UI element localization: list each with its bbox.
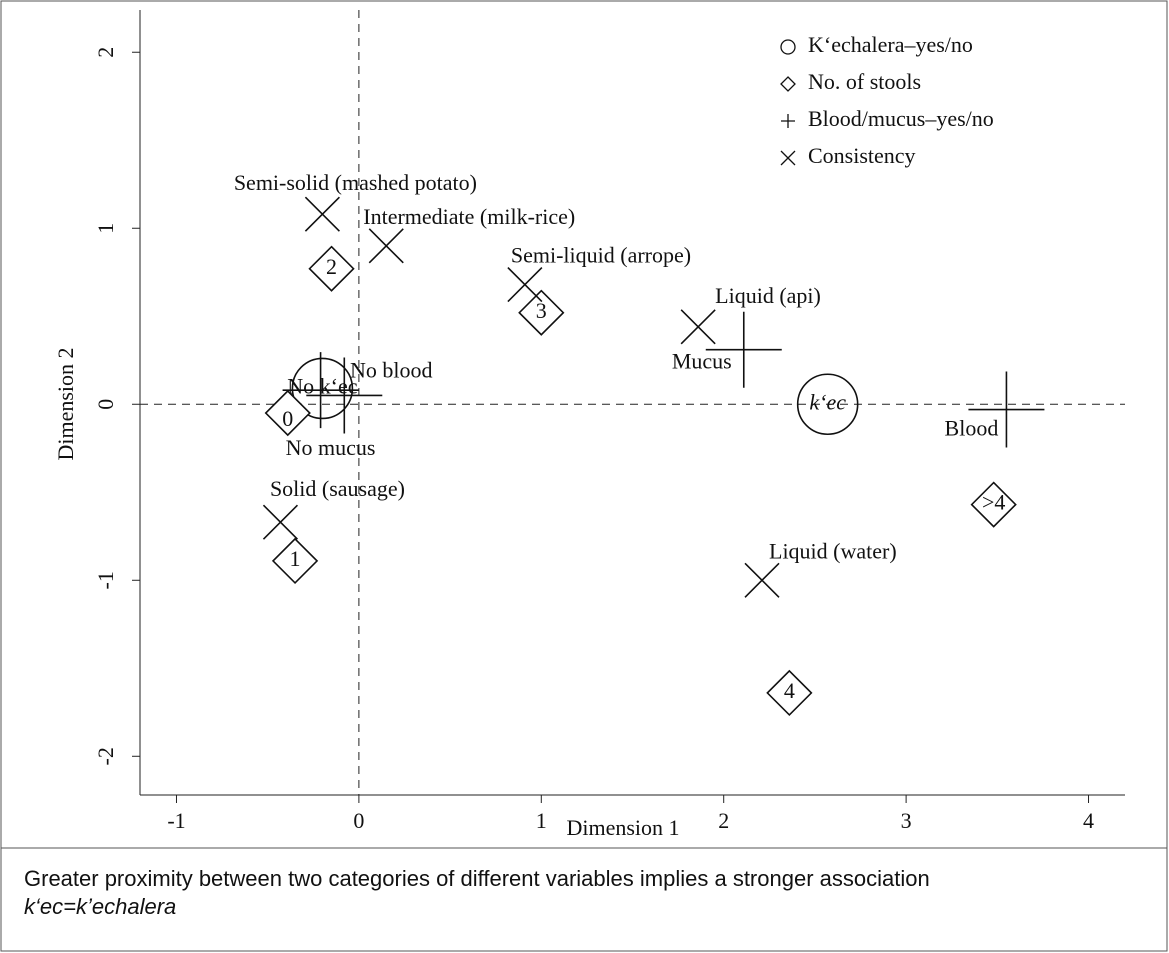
plus-marker xyxy=(306,357,383,434)
x-marker xyxy=(304,196,340,232)
y-tick-label: 2 xyxy=(93,47,118,58)
point-label: Mucus xyxy=(672,349,732,374)
point-label: 3 xyxy=(536,298,547,323)
point-label: Intermediate (milk-rice) xyxy=(363,204,575,229)
legend-label: Consistency xyxy=(808,143,916,168)
series: 0 1 2 3 4 >4 xyxy=(264,245,1017,717)
legend-symbol xyxy=(780,150,796,166)
x-marker xyxy=(744,562,780,598)
point-label: >4 xyxy=(982,490,1005,515)
x-tick-label: 4 xyxy=(1083,808,1094,833)
point-label: 4 xyxy=(784,678,795,703)
diamond-marker xyxy=(970,481,1017,528)
x-tick-label: 0 xyxy=(353,808,364,833)
plus-marker xyxy=(282,352,359,429)
x-marker xyxy=(262,504,299,540)
point-label: Solid (sausage) xyxy=(270,476,405,501)
legend-symbol xyxy=(780,76,796,92)
point-label: Semi-solid (mashed potato) xyxy=(234,170,477,195)
y-tick-label: 1 xyxy=(93,223,118,234)
legend-label: Blood/mucus–yes/no xyxy=(808,106,994,131)
series: No k‘ec k‘ec xyxy=(287,357,859,436)
diamond-marker xyxy=(308,245,355,292)
point-label: 0 xyxy=(282,406,293,431)
x-tick-label: 3 xyxy=(901,808,912,833)
diamond-marker xyxy=(518,289,565,336)
x-marker xyxy=(507,267,543,303)
diamond-marker xyxy=(264,389,311,437)
point-label: 1 xyxy=(290,546,301,571)
x-tick-label: 1 xyxy=(536,808,547,833)
x-tick-label: 2 xyxy=(718,808,729,833)
point-label: k‘ec xyxy=(809,389,846,414)
circle-marker xyxy=(291,357,354,420)
point-label: No blood xyxy=(350,358,433,383)
point-label: Blood xyxy=(945,416,999,441)
series: Solid (sausage) Semi-solid (mashed potato… xyxy=(234,170,897,598)
point-label: Semi-liquid (arrope) xyxy=(511,243,691,268)
point-label: Liquid (water) xyxy=(769,538,897,563)
plus-marker xyxy=(968,371,1045,448)
note: Greater proximity between two categories… xyxy=(24,866,930,891)
point-label: No mucus xyxy=(286,435,376,460)
x-marker xyxy=(368,228,404,264)
x-axis-title: Dimension 1 xyxy=(566,815,679,840)
y-axis-title: Dimension 2 xyxy=(53,347,78,460)
legend-label: K‘echalera–yes/no xyxy=(808,32,973,57)
legend-label: No. of stools xyxy=(808,69,921,94)
diamond-marker xyxy=(271,537,319,585)
diamond-marker xyxy=(766,669,813,717)
note: k‘ec=k’echalera xyxy=(24,894,176,919)
y-tick-label: 0 xyxy=(93,399,118,410)
point-label: 2 xyxy=(326,254,337,279)
point-label: Liquid (api) xyxy=(715,283,821,308)
legend-symbol xyxy=(781,114,795,128)
series: No blood No mucus Mucus Blood xyxy=(282,311,1045,460)
legend-symbol xyxy=(780,39,796,55)
plus-marker xyxy=(705,311,782,388)
y-tick-label: -1 xyxy=(93,571,118,589)
circle-marker xyxy=(796,373,859,436)
x-tick-label: -1 xyxy=(167,808,185,833)
point-label: No k‘ec xyxy=(287,373,357,398)
x-marker xyxy=(680,309,716,345)
y-tick-label: -2 xyxy=(93,747,118,765)
